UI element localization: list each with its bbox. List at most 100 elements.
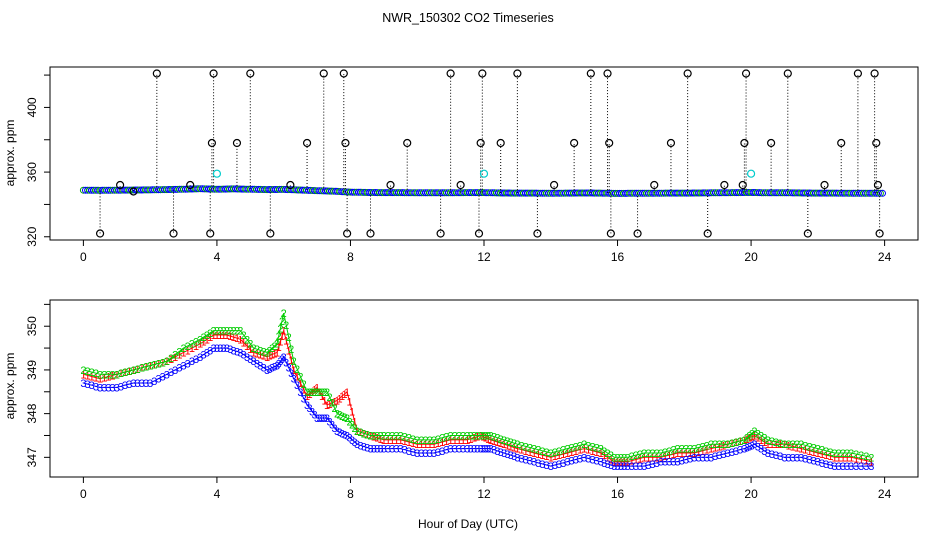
outlier-point (586, 69, 595, 78)
series-1-symbol: 1 (204, 334, 210, 346)
series-3-line (83, 347, 872, 467)
series-3-symbol: 3 (761, 446, 767, 458)
series-1-symbol: 1 (176, 350, 182, 362)
series-3-symbol: 3 (130, 378, 136, 390)
series-2-symbol: 2 (781, 439, 787, 451)
series-2-symbol: 2 (80, 365, 86, 377)
series-2-symbol: 2 (385, 431, 391, 443)
series-3-symbol: 3 (720, 449, 726, 461)
outlier-point (129, 187, 138, 196)
series-3-symbol: 3 (621, 461, 627, 473)
series-3-symbol: 3 (560, 458, 566, 470)
series-3-symbol: 3 (427, 448, 433, 460)
outlier-point (738, 180, 747, 190)
series-3-symbol: 3 (485, 444, 491, 456)
series-3-symbol: 3 (114, 382, 120, 394)
series-2-symbol: 2 (589, 441, 595, 453)
series-2-symbol: 2 (439, 433, 445, 445)
series-3-symbol: 3 (773, 450, 779, 462)
series-3-symbol: 3 (110, 382, 116, 394)
series-2-symbol: 2 (172, 350, 178, 362)
series-2-symbol: 2 (658, 448, 664, 460)
outlier-point (302, 138, 312, 148)
series-1-symbol: 1 (281, 326, 287, 338)
series-3-symbol: 3 (815, 457, 821, 469)
series-3-symbol: 3 (523, 455, 529, 467)
series-3-symbol: 3 (755, 441, 761, 453)
series-1-symbol: 1 (393, 435, 399, 447)
series-2-symbol: 2 (471, 431, 477, 443)
series-2-symbol: 2 (729, 438, 735, 450)
series-2-symbol: 2 (105, 369, 111, 381)
series-3-symbol: 3 (423, 448, 429, 460)
series-2-symbol: 2 (848, 448, 854, 460)
series-2-symbol: 2 (858, 450, 864, 462)
series-3-symbol: 3 (508, 450, 514, 462)
series-3-symbol: 3 (741, 444, 747, 456)
series-3-symbol: 3 (494, 446, 500, 458)
outlier-point (286, 180, 295, 190)
series-2-symbol: 2 (274, 339, 280, 351)
series-3-symbol: 3 (777, 451, 783, 463)
outlier-point (386, 180, 395, 190)
series-3-symbol: 3 (227, 344, 233, 356)
series-2-symbol: 2 (790, 439, 796, 451)
series-1-symbol: 1 (494, 437, 500, 449)
series-2-symbol: 2 (435, 434, 441, 446)
series-2-symbol: 2 (281, 308, 287, 320)
series-1-symbol: 1 (274, 347, 280, 359)
series-3-symbol: 3 (207, 345, 213, 357)
series-1-symbol: 1 (247, 344, 253, 356)
series-2-symbol: 2 (544, 447, 550, 459)
outlier-point (266, 229, 275, 238)
series-3-symbol: 3 (312, 410, 318, 422)
series-3-symbol: 3 (164, 369, 170, 381)
outlier-point (152, 69, 161, 78)
series-2-symbol: 2 (427, 435, 433, 447)
series-3-symbol: 3 (314, 413, 320, 425)
series-1-symbol: 1 (608, 455, 614, 467)
bottom-x-tick-label: 12 (477, 487, 491, 501)
series-3-symbol: 3 (339, 428, 345, 440)
series-3-symbol: 3 (317, 413, 323, 425)
series-2-symbol: 2 (460, 431, 466, 443)
series-2-symbol: 2 (773, 437, 779, 449)
series-3-symbol: 3 (126, 379, 132, 391)
series-2-symbol: 2 (535, 445, 541, 457)
series-3-symbol: 3 (241, 350, 247, 362)
series-2-symbol: 2 (151, 360, 157, 372)
series-1-symbol: 1 (312, 385, 318, 397)
series-3-symbol: 3 (712, 451, 718, 463)
series-3-symbol: 3 (439, 446, 445, 458)
series-1-symbol: 1 (544, 451, 550, 463)
series-3-symbol: 3 (251, 356, 257, 368)
bottom-x-tick-label: 24 (878, 487, 892, 501)
series-3-symbol: 3 (456, 444, 462, 456)
series-2-symbol: 2 (751, 426, 757, 438)
series-1-symbol: 1 (105, 372, 111, 384)
series-1-symbol: 1 (279, 331, 285, 343)
series-3-symbol: 3 (552, 460, 558, 472)
series-1-symbol: 1 (737, 436, 743, 448)
x-axis-label: Hour of Day (UTC) (418, 517, 518, 531)
series-2-symbol: 2 (418, 435, 424, 447)
series-3-symbol: 3 (666, 457, 672, 469)
series-3-symbol: 3 (307, 403, 313, 415)
series-1-symbol: 1 (381, 435, 387, 447)
series-1-symbol: 1 (725, 439, 731, 451)
series-1-symbol: 1 (683, 448, 689, 460)
series-1-symbol: 1 (319, 391, 325, 403)
series-1-symbol: 1 (126, 366, 132, 378)
outlier-point (319, 69, 328, 78)
series-1-symbol: 1 (589, 446, 595, 458)
series-2-symbol: 2 (448, 431, 454, 443)
series-3-symbol: 3 (614, 461, 620, 473)
series-3-symbol: 3 (683, 455, 689, 467)
series-2-symbol: 2 (261, 346, 267, 358)
series-3-symbol: 3 (535, 458, 541, 470)
series-1-symbol: 1 (471, 433, 477, 445)
series-2-symbol: 2 (155, 358, 161, 370)
series-1-symbol: 1 (277, 337, 283, 349)
